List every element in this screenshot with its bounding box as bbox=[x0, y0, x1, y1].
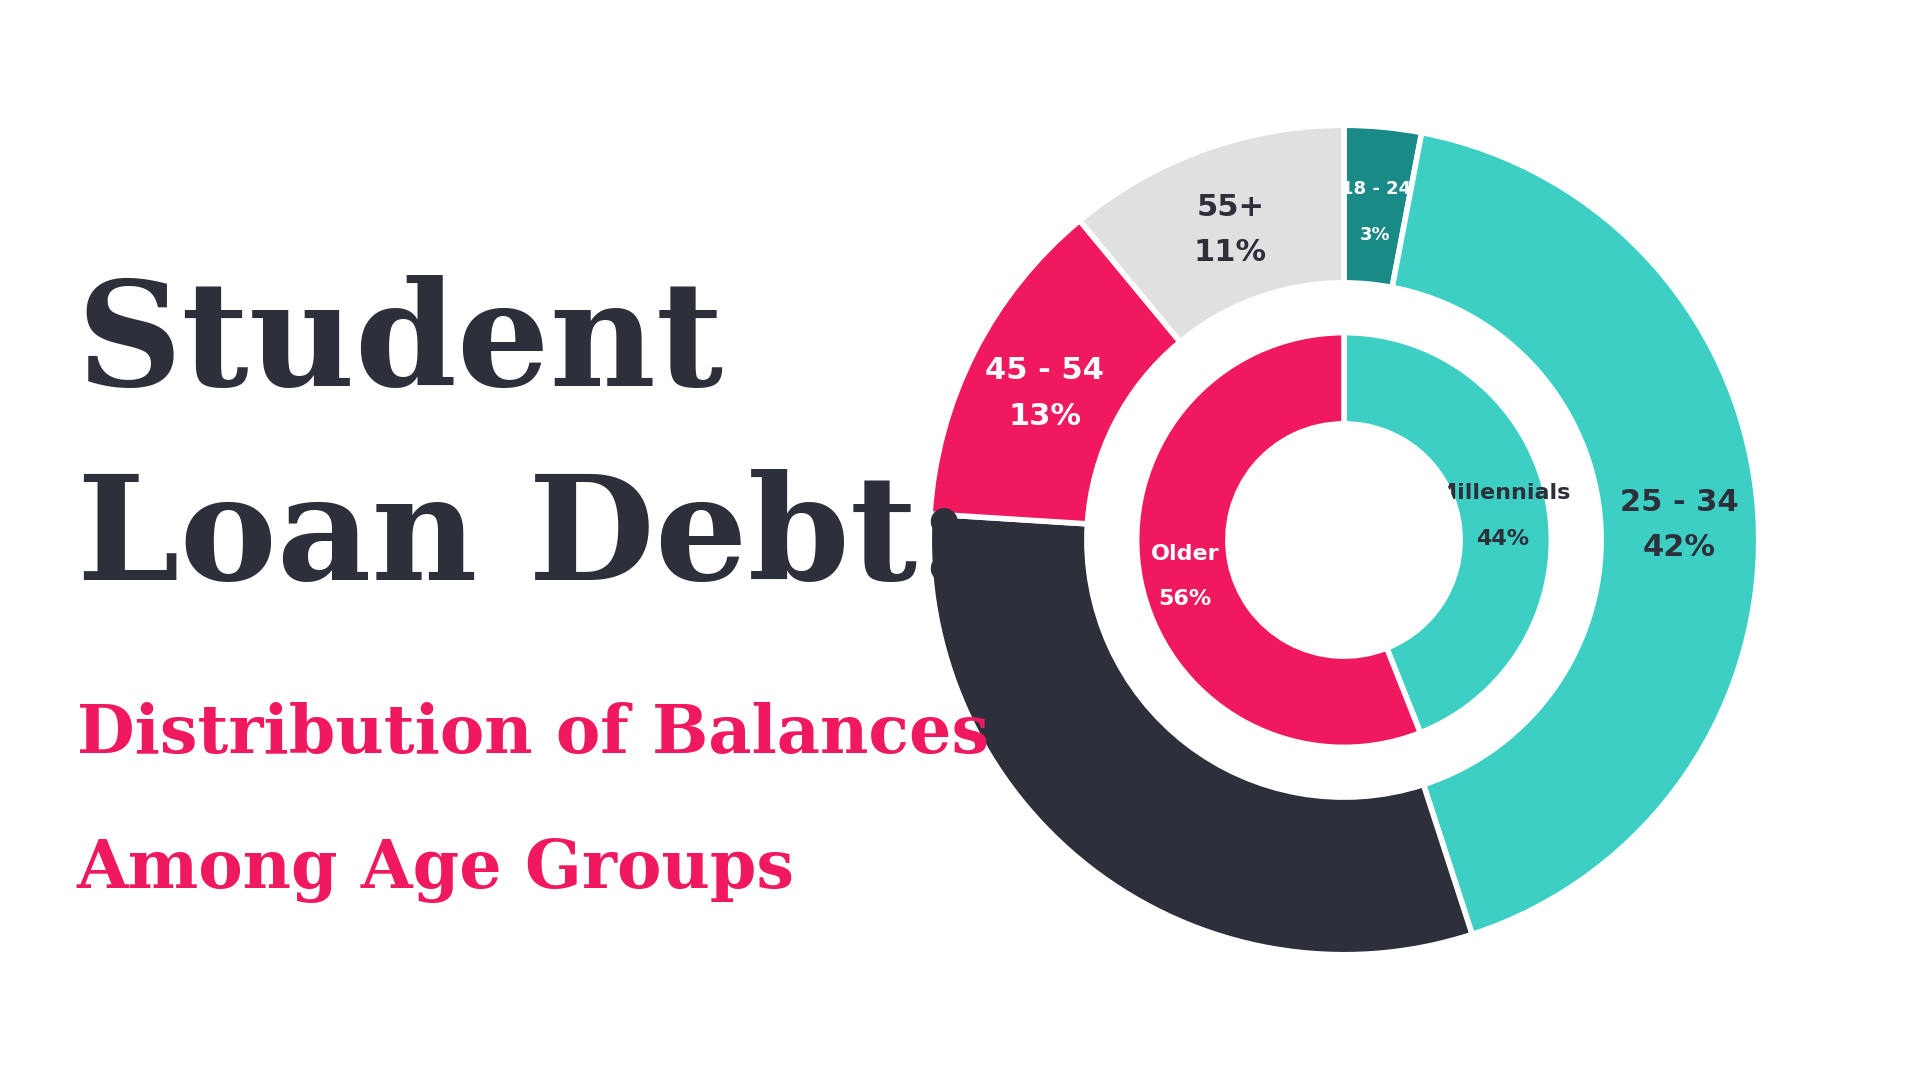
Text: 13%: 13% bbox=[1008, 402, 1081, 431]
Wedge shape bbox=[1392, 133, 1759, 934]
Text: 11%: 11% bbox=[1194, 239, 1267, 268]
Text: Student: Student bbox=[77, 275, 724, 416]
Text: 3%: 3% bbox=[1359, 226, 1390, 244]
Wedge shape bbox=[1344, 333, 1551, 733]
Text: 55+: 55+ bbox=[1196, 193, 1263, 221]
Wedge shape bbox=[1344, 125, 1421, 287]
Wedge shape bbox=[929, 220, 1181, 524]
Wedge shape bbox=[929, 514, 1473, 955]
Text: 25 - 34: 25 - 34 bbox=[1620, 488, 1740, 517]
Text: Among Age Groups: Among Age Groups bbox=[77, 838, 795, 903]
Text: 56%: 56% bbox=[1158, 590, 1212, 609]
Wedge shape bbox=[1137, 333, 1421, 747]
Text: Millennials: Millennials bbox=[1434, 483, 1571, 503]
Text: Loan Debt:: Loan Debt: bbox=[77, 470, 972, 610]
Text: 31%: 31% bbox=[1102, 820, 1175, 849]
Text: 44%: 44% bbox=[1476, 529, 1530, 549]
Text: Distribution of Balances: Distribution of Balances bbox=[77, 702, 989, 767]
Text: 18 - 24: 18 - 24 bbox=[1340, 180, 1411, 198]
Text: 35 - 44: 35 - 44 bbox=[1079, 774, 1198, 804]
Circle shape bbox=[1229, 423, 1459, 657]
Text: 42%: 42% bbox=[1644, 534, 1716, 563]
Wedge shape bbox=[1079, 125, 1344, 342]
Text: Older: Older bbox=[1150, 543, 1219, 564]
Text: 45 - 54: 45 - 54 bbox=[985, 356, 1104, 386]
